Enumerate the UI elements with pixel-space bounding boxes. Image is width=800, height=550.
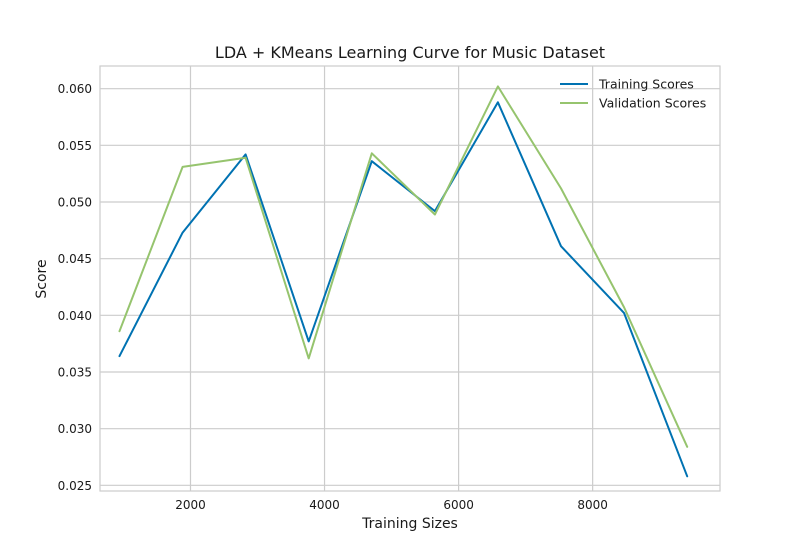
y-tick-label: 0.035 [58, 366, 92, 380]
x-tick-label: 8000 [577, 498, 608, 512]
series-layer [118, 85, 689, 478]
y-tick-label: 0.025 [58, 479, 92, 493]
y-tick-label: 0.040 [58, 309, 92, 323]
y-tick-label: 0.045 [58, 252, 92, 266]
legend-label-validation: Validation Scores [599, 96, 706, 111]
x-tick-label: 4000 [309, 498, 340, 512]
plot-area [99, 65, 721, 492]
legend-label-training: Training Scores [598, 77, 694, 92]
training-scores-line [118, 101, 689, 478]
x-tick-label: 2000 [175, 498, 206, 512]
y-axis-label: Score [34, 259, 50, 298]
y-tick-label: 0.055 [58, 139, 92, 153]
y-tick-label: 0.060 [58, 82, 92, 96]
x-axis-label: Training Sizes [361, 516, 458, 532]
y-tick-label: 0.030 [58, 422, 92, 436]
chart-title: LDA + KMeans Learning Curve for Music Da… [215, 43, 605, 62]
x-tick-label: 6000 [443, 498, 474, 512]
validation-scores-line [118, 85, 689, 448]
x-tick-labels: 2000 4000 6000 8000 [175, 498, 608, 512]
y-tick-label: 0.050 [58, 196, 92, 210]
legend: Training Scores Validation Scores [560, 77, 706, 111]
y-tick-labels: 0.025 0.030 0.035 0.040 0.045 0.050 0.055 0.060 [58, 82, 92, 493]
y-gridlines [100, 88, 720, 486]
